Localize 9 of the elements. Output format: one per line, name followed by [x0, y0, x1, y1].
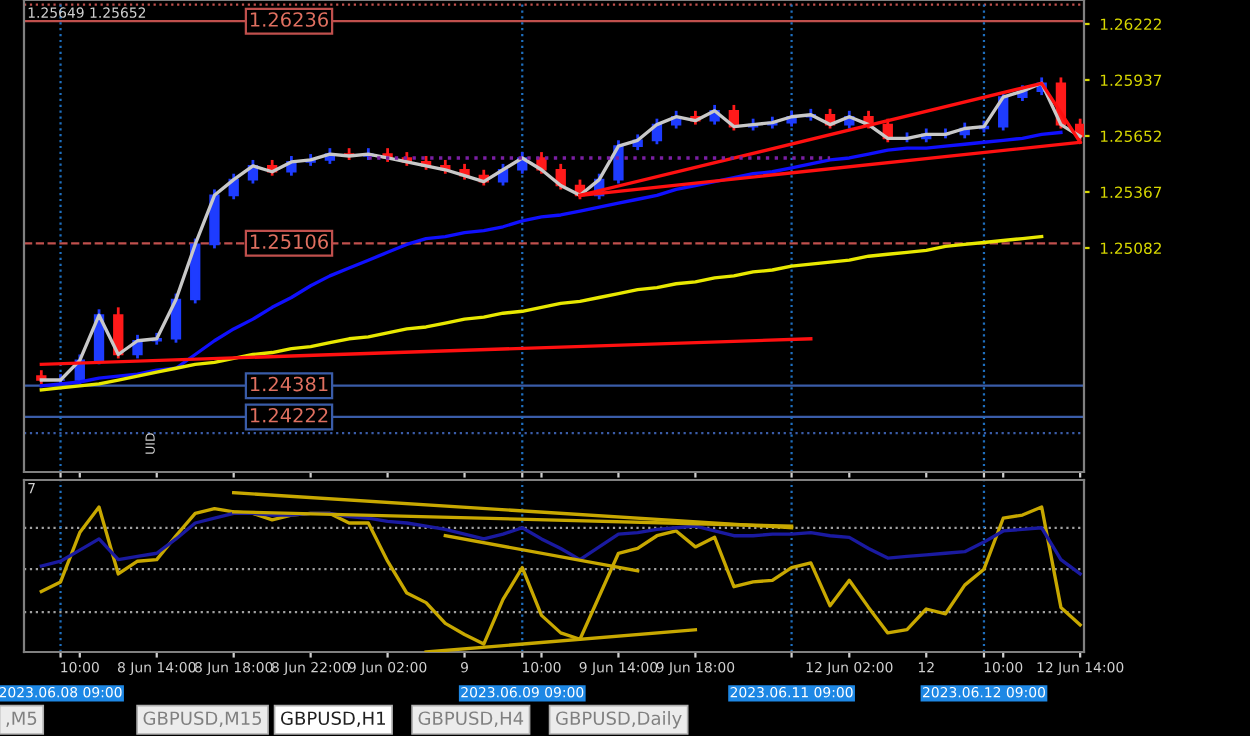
ref-line-label: 1.24222 — [250, 407, 328, 423]
text: GBPUSD,Daily — [556, 711, 682, 729]
ref-line-label: 1.24381 — [250, 376, 328, 392]
text: GBPUSD,M15 — [143, 711, 262, 727]
ref-line-label: 1.26236 — [250, 12, 328, 27]
text: GBPUSD,H4 — [418, 711, 524, 727]
text: ,M5 — [6, 711, 37, 727]
text: GBPUSD,H1 — [281, 711, 385, 727]
ref-line-label: 1.25106 — [250, 234, 328, 249]
